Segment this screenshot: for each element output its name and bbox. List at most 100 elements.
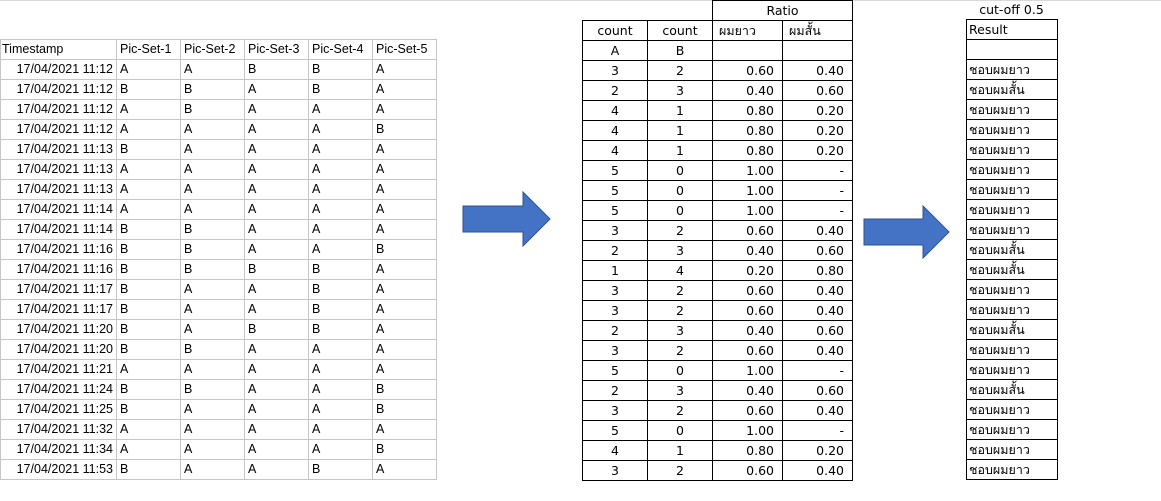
header-pic-set-1[interactable]: Pic-Set-1 — [116, 39, 181, 60]
blank-cell[interactable] — [582, 0, 648, 21]
ratio-short-cell[interactable]: 0.60 — [782, 320, 853, 341]
pic-set-cell[interactable]: A — [244, 199, 309, 220]
pic-set-cell[interactable]: A — [372, 459, 437, 480]
pic-set-cell[interactable]: A — [372, 99, 437, 120]
ratio-long-cell[interactable]: 1.00 — [712, 360, 783, 381]
pic-set-cell[interactable]: B — [372, 119, 437, 140]
count-b-cell[interactable]: 3 — [647, 320, 713, 341]
timestamp-cell[interactable]: 17/04/2021 11:12 — [0, 99, 117, 120]
pic-set-cell[interactable]: B — [116, 319, 181, 340]
result-cell[interactable]: ชอบผมสั้น — [966, 79, 1058, 100]
pic-set-cell[interactable]: B — [180, 239, 245, 260]
pic-set-cell[interactable]: B — [308, 259, 373, 280]
result-cell[interactable]: ชอบผมยาว — [966, 419, 1058, 440]
pic-set-cell[interactable]: A — [116, 199, 181, 220]
ratio-short-cell[interactable]: - — [782, 200, 853, 221]
ratio-long-cell[interactable]: 0.60 — [712, 340, 783, 361]
count-b-cell[interactable]: 2 — [647, 340, 713, 361]
pic-set-cell[interactable]: B — [116, 259, 181, 280]
pic-set-cell[interactable]: A — [116, 179, 181, 200]
pic-set-cell[interactable]: B — [116, 219, 181, 240]
subheader-a[interactable]: A — [582, 40, 648, 61]
result-cell[interactable]: ชอบผมยาว — [966, 219, 1058, 240]
subheader-b[interactable]: B — [647, 40, 713, 61]
count-b-cell[interactable]: 3 — [647, 80, 713, 101]
count-a-cell[interactable]: 2 — [582, 80, 648, 101]
blank-cell[interactable] — [647, 0, 713, 21]
ratio-long-cell[interactable]: 0.40 — [712, 320, 783, 341]
count-b-cell[interactable]: 0 — [647, 360, 713, 381]
ratio-long-cell[interactable]: 1.00 — [712, 200, 783, 221]
timestamp-cell[interactable]: 17/04/2021 11:13 — [0, 159, 117, 180]
count-a-cell[interactable]: 5 — [582, 180, 648, 201]
count-b-cell[interactable]: 0 — [647, 420, 713, 441]
result-cell[interactable]: ชอบผมยาว — [966, 139, 1058, 160]
result-cell[interactable]: ชอบผมยาว — [966, 159, 1058, 180]
pic-set-cell[interactable]: A — [244, 359, 309, 380]
subheader-blank[interactable] — [782, 40, 853, 61]
pic-set-cell[interactable]: B — [244, 59, 309, 80]
pic-set-cell[interactable]: A — [116, 159, 181, 180]
count-b-cell[interactable]: 0 — [647, 200, 713, 221]
pic-set-cell[interactable]: A — [308, 139, 373, 160]
ratio-short-cell[interactable]: - — [782, 420, 853, 441]
count-a-cell[interactable]: 5 — [582, 160, 648, 181]
pic-set-cell[interactable]: A — [244, 159, 309, 180]
pic-set-cell[interactable]: A — [180, 119, 245, 140]
timestamp-cell[interactable]: 17/04/2021 11:12 — [0, 119, 117, 140]
pic-set-cell[interactable]: A — [308, 419, 373, 440]
count-a-cell[interactable]: 5 — [582, 360, 648, 381]
ratio-short-cell[interactable]: 0.60 — [782, 240, 853, 261]
pic-set-cell[interactable]: A — [372, 339, 437, 360]
pic-set-cell[interactable]: A — [116, 419, 181, 440]
ratio-long-cell[interactable]: 0.60 — [712, 220, 783, 241]
pic-set-cell[interactable]: A — [180, 419, 245, 440]
ratio-short-cell[interactable]: 0.20 — [782, 140, 853, 161]
pic-set-cell[interactable]: B — [116, 339, 181, 360]
ratio-short-cell[interactable]: 0.60 — [782, 380, 853, 401]
pic-set-cell[interactable]: A — [372, 59, 437, 80]
count-b-cell[interactable]: 1 — [647, 140, 713, 161]
count-b-cell[interactable]: 2 — [647, 460, 713, 481]
timestamp-cell[interactable]: 17/04/2021 11:32 — [0, 419, 117, 440]
pic-set-cell[interactable]: A — [116, 359, 181, 380]
result-cell[interactable]: ชอบผมยาว — [966, 299, 1058, 320]
ratio-short-cell[interactable]: 0.40 — [782, 220, 853, 241]
ratio-long-cell[interactable]: 0.40 — [712, 80, 783, 101]
pic-set-cell[interactable]: A — [244, 379, 309, 400]
pic-set-cell[interactable]: B — [116, 79, 181, 100]
pic-set-cell[interactable]: B — [180, 259, 245, 280]
header-result[interactable]: Result — [966, 19, 1058, 40]
timestamp-cell[interactable]: 17/04/2021 11:53 — [0, 459, 117, 480]
pic-set-cell[interactable]: B — [372, 239, 437, 260]
result-cell[interactable]: ชอบผมยาว — [966, 199, 1058, 220]
timestamp-cell[interactable]: 17/04/2021 11:12 — [0, 79, 117, 100]
timestamp-cell[interactable]: 17/04/2021 11:21 — [0, 359, 117, 380]
ratio-long-cell[interactable]: 0.80 — [712, 100, 783, 121]
pic-set-cell[interactable]: A — [372, 259, 437, 280]
pic-set-cell[interactable]: B — [180, 219, 245, 240]
ratio-short-cell[interactable]: 0.40 — [782, 400, 853, 421]
pic-set-cell[interactable]: A — [308, 399, 373, 420]
ratio-long-cell[interactable]: 0.60 — [712, 460, 783, 481]
count-a-cell[interactable]: 2 — [582, 380, 648, 401]
ratio-long-cell[interactable]: 1.00 — [712, 160, 783, 181]
count-b-cell[interactable]: 0 — [647, 180, 713, 201]
pic-set-cell[interactable]: A — [244, 79, 309, 100]
pic-set-cell[interactable]: B — [308, 59, 373, 80]
count-b-cell[interactable]: 1 — [647, 440, 713, 461]
ratio-short-cell[interactable]: 0.20 — [782, 440, 853, 461]
pic-set-cell[interactable]: A — [308, 99, 373, 120]
pic-set-cell[interactable]: A — [372, 359, 437, 380]
ratio-short-cell[interactable]: 0.40 — [782, 60, 853, 81]
ratio-long-cell[interactable]: 0.60 — [712, 400, 783, 421]
timestamp-cell[interactable]: 17/04/2021 11:24 — [0, 379, 117, 400]
pic-set-cell[interactable]: A — [180, 59, 245, 80]
timestamp-cell[interactable]: 17/04/2021 11:16 — [0, 239, 117, 260]
pic-set-cell[interactable]: A — [372, 179, 437, 200]
pic-set-cell[interactable]: A — [308, 159, 373, 180]
pic-set-cell[interactable]: A — [180, 299, 245, 320]
result-cell[interactable]: ชอบผมยาว — [966, 439, 1058, 460]
ratio-long-cell[interactable]: 0.40 — [712, 380, 783, 401]
pic-set-cell[interactable]: A — [372, 79, 437, 100]
